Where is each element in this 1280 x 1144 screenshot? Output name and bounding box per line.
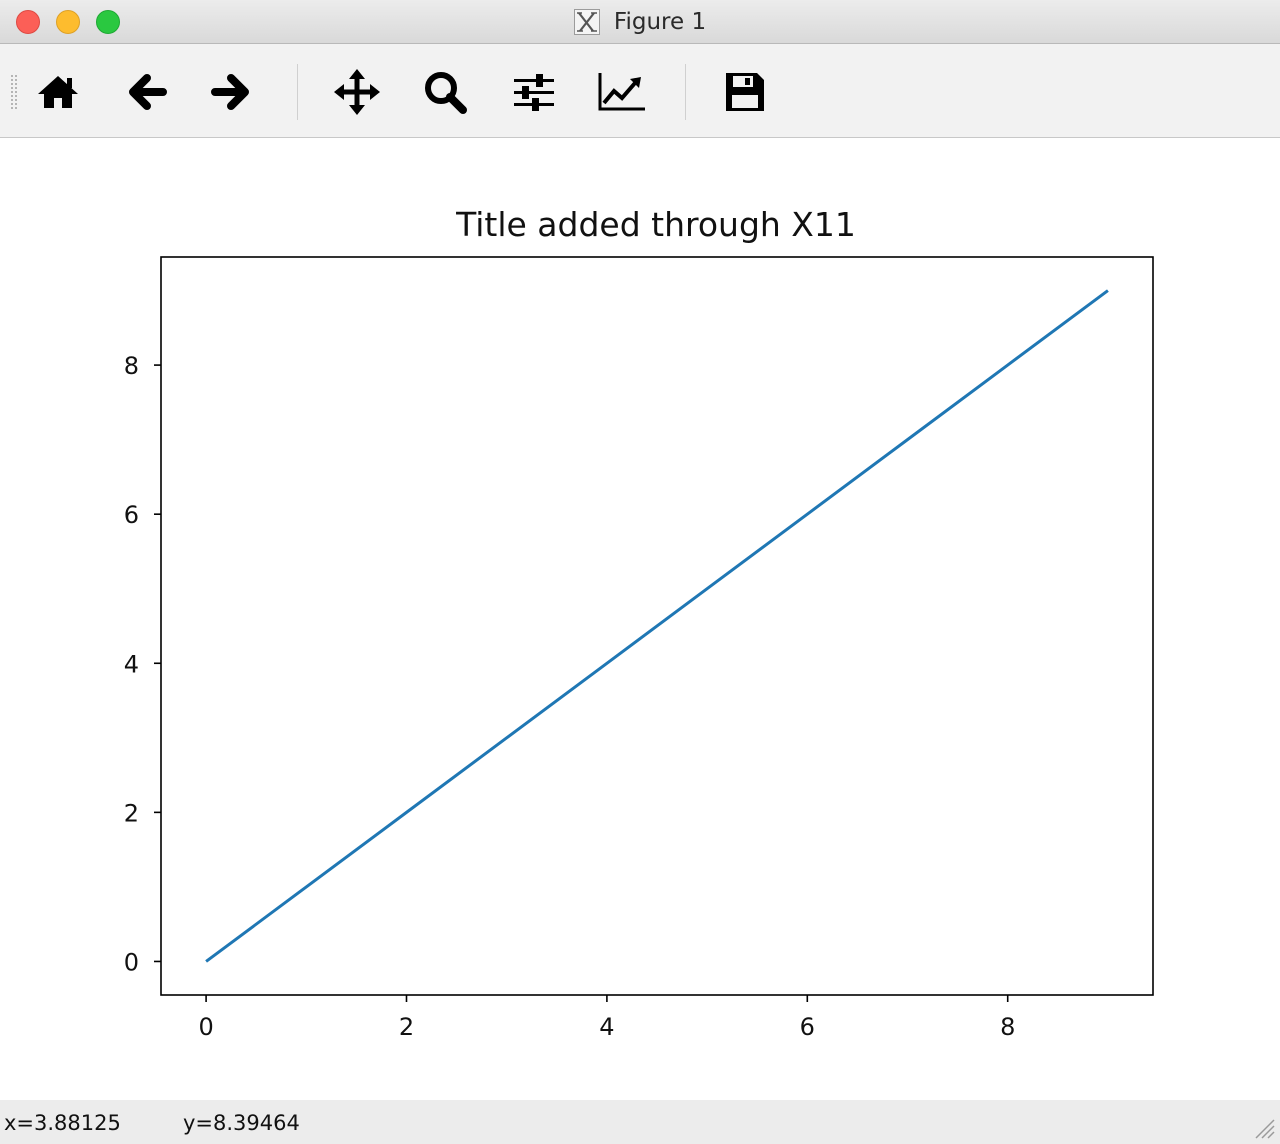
magnifier-icon (425, 72, 467, 114)
status-bar: x=3.88125 y=8.39464 (0, 1100, 1280, 1144)
x-tick-label: 2 (399, 1013, 414, 1041)
x-axis-ticks: 0 2 4 6 8 (198, 995, 1015, 1041)
subplots-button[interactable] (505, 64, 563, 120)
toolbar-separator (297, 64, 298, 120)
arrow-right-icon (211, 74, 249, 110)
axes-frame (160, 256, 1154, 996)
back-button[interactable] (117, 64, 175, 120)
save-button[interactable] (716, 64, 774, 120)
minimize-window-button[interactable] (56, 10, 80, 34)
line-chart-icon (598, 73, 645, 111)
x-tick-label: 4 (599, 1013, 614, 1041)
series-layer (205, 289, 1109, 963)
maximize-window-button[interactable] (96, 10, 120, 34)
title-wrap: Figure 1 (0, 0, 1280, 44)
x-coordinate-readout: x=3.88125 (4, 1111, 121, 1135)
x-tick-label: 8 (1000, 1013, 1015, 1041)
y-axis-ticks: 0 2 4 6 8 (124, 352, 161, 976)
title-bar[interactable]: Figure 1 (0, 0, 1280, 44)
series-line (205, 289, 1109, 963)
chart-title: Title added through X11 (455, 205, 856, 244)
home-button[interactable] (29, 64, 87, 120)
move-arrows-icon (334, 69, 380, 115)
arrow-left-icon (129, 74, 167, 110)
y-coordinate-readout: y=8.39464 (183, 1111, 300, 1135)
navigation-toolbar (0, 44, 1280, 138)
y-tick-label: 8 (124, 352, 139, 380)
figure-canvas[interactable]: Title added through X11 0 2 4 6 8 0 2 4 6 8 (0, 138, 1280, 1100)
y-tick-label: 2 (124, 799, 139, 827)
toolbar-grip[interactable] (10, 74, 18, 110)
edit-axis-button[interactable] (593, 64, 651, 120)
sliders-icon (514, 74, 554, 111)
window-title: Figure 1 (613, 9, 707, 35)
toolbar-separator (685, 64, 686, 120)
floppy-disk-icon (726, 73, 764, 111)
forward-button[interactable] (203, 64, 261, 120)
pan-button[interactable] (328, 64, 386, 120)
resize-grip-icon[interactable] (1250, 1114, 1276, 1140)
plot-svg: Title added through X11 0 2 4 6 8 0 2 4 6 8 (124, 205, 1154, 1041)
home-icon (38, 76, 78, 108)
y-tick-label: 0 (124, 948, 139, 976)
x11-app-icon (573, 9, 600, 35)
zoom-button[interactable] (416, 64, 474, 120)
x-tick-label: 0 (198, 1013, 213, 1041)
y-tick-label: 4 (124, 650, 139, 678)
close-window-button[interactable] (16, 10, 40, 34)
y-tick-label: 6 (124, 501, 139, 529)
x-tick-label: 6 (800, 1013, 815, 1041)
